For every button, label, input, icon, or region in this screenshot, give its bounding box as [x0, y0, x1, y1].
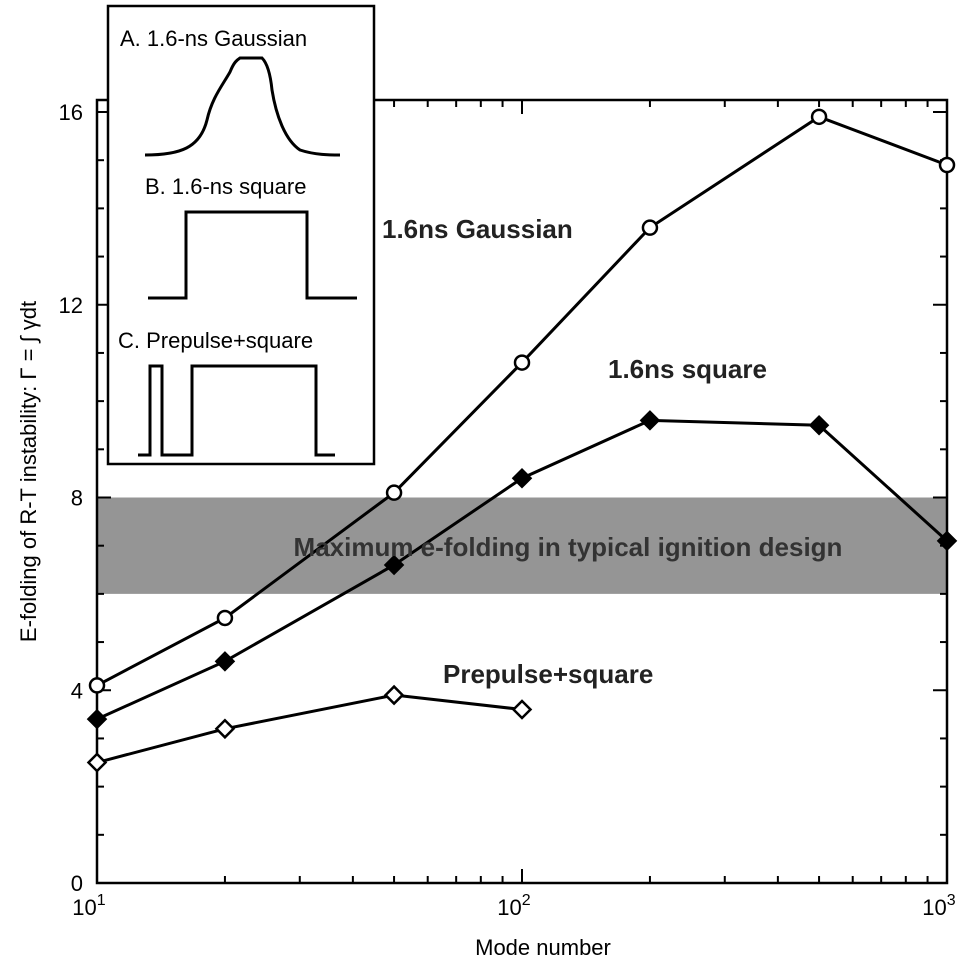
y-axis-title: E-folding of R-T instability: Γ = ∫ γdt: [16, 301, 41, 642]
y-tick-label: 8: [71, 486, 83, 511]
data-point: [385, 484, 403, 501]
prepulse-square-shape: [138, 364, 335, 457]
y-tick-label: 16: [59, 100, 83, 125]
series-label-gaussian: 1.6ns Gaussian: [382, 214, 573, 244]
y-tick-label: 0: [71, 871, 83, 896]
data-point: [383, 554, 405, 576]
data-point: [938, 156, 956, 174]
data-point: [214, 651, 236, 672]
band-label: Maximum e-folding in typical ignition de…: [294, 532, 843, 562]
data-point: [810, 108, 828, 126]
inset-label-c: C. Prepulse+square: [118, 328, 313, 353]
data-point: [641, 219, 659, 236]
data-point: [86, 708, 108, 730]
inset-label-a: A. 1.6-ns Gaussian: [120, 26, 307, 51]
y-tick-label: 12: [59, 293, 83, 318]
x-tick-label: 102: [497, 892, 530, 920]
data-point: [936, 530, 958, 552]
data-point: [383, 684, 405, 706]
square-pulse-shape: [148, 210, 357, 300]
data-point: [88, 677, 106, 694]
x-tick-labels: 101 102 103: [72, 892, 955, 920]
data-point: [511, 699, 533, 720]
series-0: [88, 108, 956, 694]
data-point: [86, 752, 108, 773]
data-point: [216, 609, 234, 627]
series-label-square: 1.6ns square: [608, 354, 767, 384]
series-label-prepulse: Prepulse+square: [443, 659, 653, 689]
data-point: [808, 414, 830, 436]
pulse-shape-inset: A. 1.6-ns Gaussian B. 1.6-ns square C. P…: [106, 4, 376, 466]
series-layer: [86, 108, 958, 773]
data-point: [214, 718, 236, 740]
ignition-band: [97, 497, 947, 594]
series-line: [96, 693, 523, 764]
data-point: [513, 354, 531, 371]
inset-frame: [106, 4, 376, 466]
series-2: [86, 684, 533, 773]
series-1: [86, 410, 958, 730]
inset-label-b: B. 1.6-ns square: [145, 174, 306, 199]
y-tick-labels: 0 4 8 12 16: [59, 100, 83, 896]
x-tick-label: 101: [72, 892, 105, 920]
y-tick-label: 4: [71, 678, 83, 703]
data-point: [639, 410, 661, 431]
gaussian-pulse-shape: [144, 56, 341, 157]
x-tick-label: 103: [922, 892, 955, 920]
data-point: [511, 467, 533, 489]
x-axis-title: Mode number: [475, 935, 611, 960]
